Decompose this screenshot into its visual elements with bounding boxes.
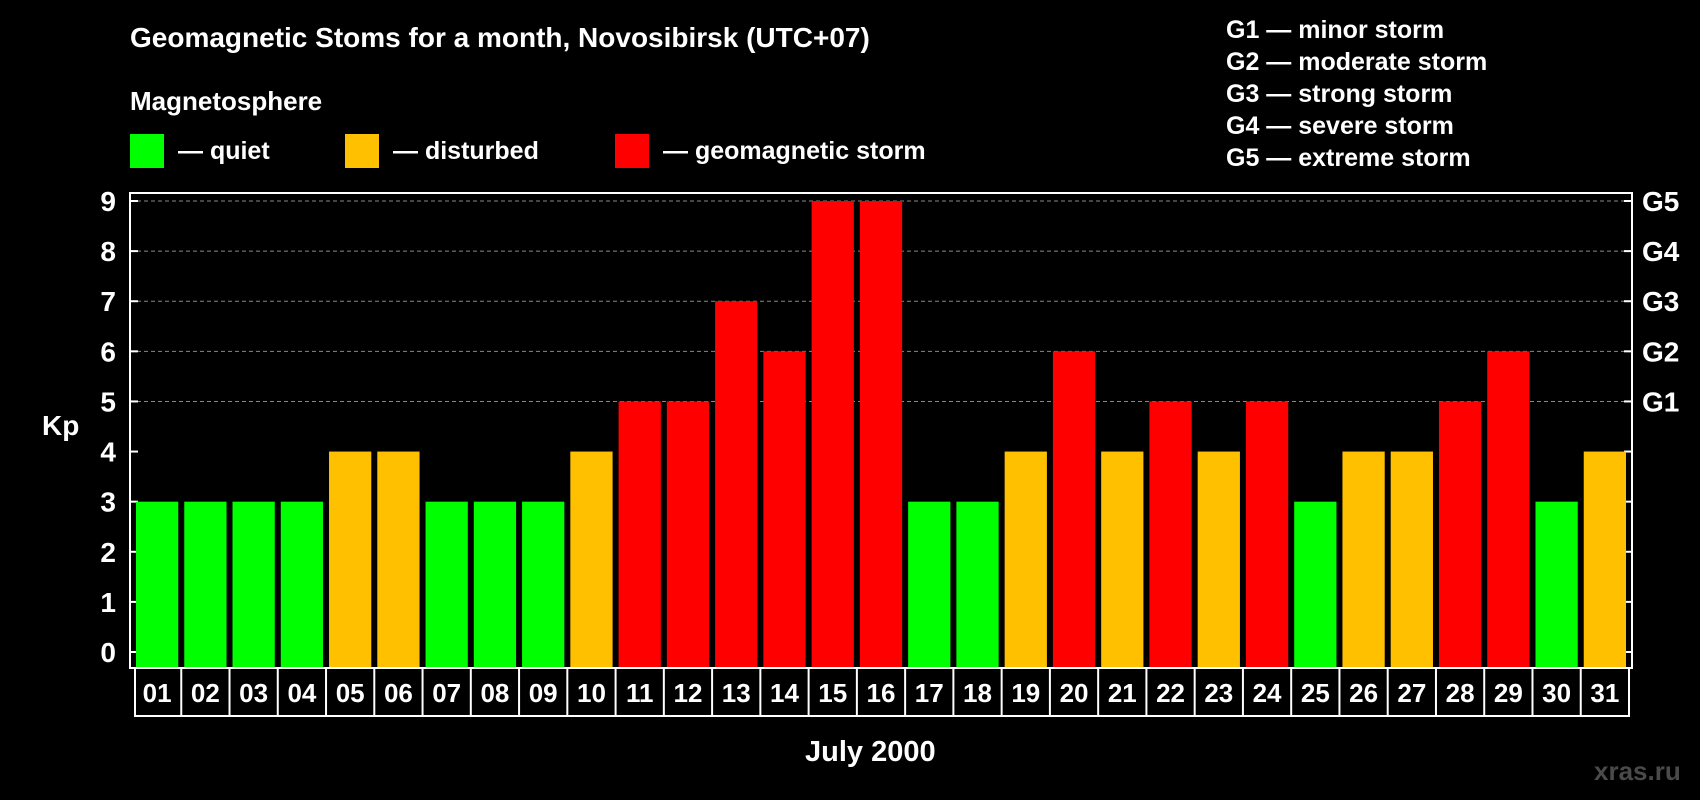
bar-day-02 xyxy=(184,501,227,668)
x-tick-label-21: 21 xyxy=(1108,678,1137,708)
bar-day-19 xyxy=(1004,451,1047,668)
x-tick-label-16: 16 xyxy=(867,678,896,708)
bar-day-18 xyxy=(956,501,999,668)
y-tick-label-2: 2 xyxy=(100,537,116,568)
bar-day-30 xyxy=(1535,501,1578,668)
bar-day-17 xyxy=(908,501,951,668)
legend-label-disturbed: — disturbed xyxy=(393,136,539,165)
chart-title: Geomagnetic Stoms for a month, Novosibir… xyxy=(130,22,870,53)
x-tick-label-09: 09 xyxy=(529,678,558,708)
bar-day-26 xyxy=(1342,451,1385,668)
bar-day-20 xyxy=(1052,351,1096,668)
bar-day-03 xyxy=(232,501,275,668)
g-label-g1: G1 xyxy=(1642,386,1679,417)
bar-day-08 xyxy=(473,501,517,668)
g-legend-g4: G4 — severe storm xyxy=(1226,112,1454,140)
x-tick-label-30: 30 xyxy=(1542,678,1571,708)
bar-day-09 xyxy=(522,501,565,668)
x-tick-label-01: 01 xyxy=(143,678,172,708)
x-tick-label-08: 08 xyxy=(480,678,509,708)
legend-label-quiet: — quiet xyxy=(178,136,270,165)
bar-day-13 xyxy=(715,301,758,668)
magnetosphere-heading: Magnetosphere xyxy=(130,86,323,116)
y-tick-label-6: 6 xyxy=(100,336,116,367)
legend-disturbed: — disturbed xyxy=(345,134,539,168)
bar-day-31 xyxy=(1583,451,1626,668)
x-tick-label-03: 03 xyxy=(239,678,268,708)
x-tick-label-07: 07 xyxy=(432,678,461,708)
x-label-frame xyxy=(134,667,1630,717)
g-legend-g1: G1 — minor storm xyxy=(1226,16,1445,44)
x-tick-label-23: 23 xyxy=(1204,678,1233,708)
x-tick-label-29: 29 xyxy=(1494,678,1523,708)
legend-storm: — geomagnetic storm xyxy=(615,134,926,168)
bar-day-12 xyxy=(666,401,710,668)
x-tick-label-26: 26 xyxy=(1349,678,1378,708)
y-tick-label-5: 5 xyxy=(100,386,116,417)
g-label-g4: G4 xyxy=(1642,236,1680,267)
bar-day-01 xyxy=(136,501,179,668)
bar-day-29 xyxy=(1487,351,1530,668)
y-axis-label: Kp xyxy=(42,410,80,441)
bar-day-28 xyxy=(1438,401,1482,668)
g-label-g3: G3 xyxy=(1642,286,1679,317)
bar-day-21 xyxy=(1101,451,1144,668)
y-tick-label-3: 3 xyxy=(100,487,116,518)
bar-day-11 xyxy=(618,401,661,668)
g-legend-g3: G3 — strong storm xyxy=(1226,80,1453,108)
bar-day-24 xyxy=(1245,401,1289,668)
x-tick-label-05: 05 xyxy=(336,678,365,708)
x-tick-label-27: 27 xyxy=(1397,678,1426,708)
x-tick-label-06: 06 xyxy=(384,678,413,708)
bar-day-15 xyxy=(811,201,854,668)
y-tick-label-8: 8 xyxy=(100,236,116,267)
x-tick-label-22: 22 xyxy=(1156,678,1185,708)
legend-swatch-storm xyxy=(615,134,649,168)
y-tick-label-0: 0 xyxy=(100,637,116,668)
x-tick-label-31: 31 xyxy=(1590,678,1619,708)
x-tick-label-11: 11 xyxy=(626,678,654,708)
x-tick-label-20: 20 xyxy=(1060,678,1089,708)
y-tick-label-9: 9 xyxy=(100,186,116,217)
x-tick-label-15: 15 xyxy=(818,678,847,708)
y-tick-label-7: 7 xyxy=(100,286,116,317)
g-legend-g2: G2 — moderate storm xyxy=(1226,48,1488,76)
bar-day-14 xyxy=(763,351,806,668)
x-tick-label-10: 10 xyxy=(577,678,606,708)
x-axis-label: July 2000 xyxy=(805,736,936,768)
x-tick-label-17: 17 xyxy=(915,678,944,708)
x-tick-label-02: 02 xyxy=(191,678,220,708)
g-scale-legend: G1 — minor storm G2 — moderate storm G3 … xyxy=(1226,14,1487,174)
bar-day-23 xyxy=(1197,451,1240,668)
x-tick-label-18: 18 xyxy=(963,678,992,708)
g-label-g2: G2 xyxy=(1642,336,1679,367)
legend-quiet: — quiet xyxy=(130,134,270,168)
x-tick-label-19: 19 xyxy=(1011,678,1040,708)
bar-day-16 xyxy=(859,201,903,668)
y-tick-label-1: 1 xyxy=(100,587,116,618)
x-tick-label-12: 12 xyxy=(674,678,703,708)
x-tick-label-25: 25 xyxy=(1301,678,1330,708)
legend-swatch-quiet xyxy=(130,134,164,168)
g-label-g5: G5 xyxy=(1642,186,1679,217)
bar-day-06 xyxy=(377,451,420,668)
x-tick-label-28: 28 xyxy=(1446,678,1475,708)
bar-day-27 xyxy=(1390,451,1433,668)
y-tick-label-4: 4 xyxy=(100,437,116,468)
x-tick-label-13: 13 xyxy=(722,678,751,708)
x-tick-label-04: 04 xyxy=(287,678,316,708)
watermark: xras.ru xyxy=(1594,756,1681,786)
bar-day-04 xyxy=(280,501,324,668)
bar-day-22 xyxy=(1149,401,1192,668)
x-tick-label-24: 24 xyxy=(1253,678,1282,708)
legend-swatch-disturbed xyxy=(345,134,379,168)
legend-label-storm: — geomagnetic storm xyxy=(663,136,926,165)
bar-day-10 xyxy=(570,451,613,668)
bar-day-25 xyxy=(1294,501,1337,668)
bar-day-07 xyxy=(425,501,468,668)
x-tick-label-14: 14 xyxy=(770,678,799,708)
g-legend-g5: G5 — extreme storm xyxy=(1226,144,1471,172)
bar-day-05 xyxy=(329,451,372,668)
